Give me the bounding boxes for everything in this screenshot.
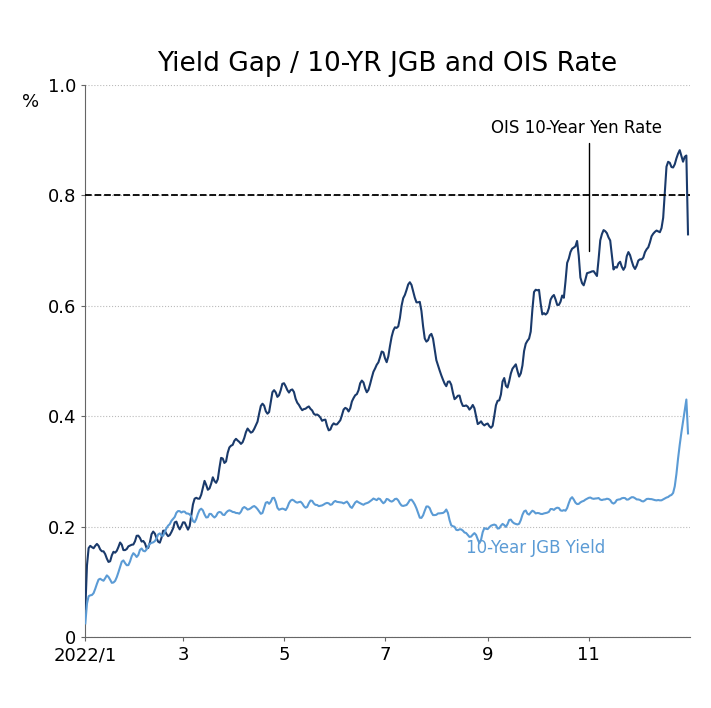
Text: OIS 10-Year Yen Rate: OIS 10-Year Yen Rate [491, 120, 662, 251]
Text: 10-Year JGB Yield: 10-Year JGB Yield [466, 539, 605, 557]
Title: Yield Gap / 10-YR JGB and OIS Rate: Yield Gap / 10-YR JGB and OIS Rate [157, 51, 618, 77]
Text: %: % [22, 93, 39, 111]
